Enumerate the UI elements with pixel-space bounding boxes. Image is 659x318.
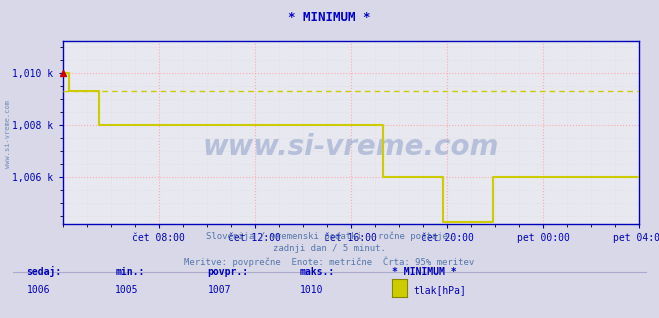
Text: 1006: 1006 — [26, 285, 50, 295]
Text: * MINIMUM *: * MINIMUM * — [392, 267, 457, 277]
Text: www.si-vreme.com: www.si-vreme.com — [5, 100, 11, 168]
Text: maks.:: maks.: — [300, 267, 335, 277]
Text: Slovenija / vremenski podatki - ročne postaje.: Slovenija / vremenski podatki - ročne po… — [206, 232, 453, 241]
Text: 1007: 1007 — [208, 285, 231, 295]
Text: min.:: min.: — [115, 267, 145, 277]
Text: www.si-vreme.com: www.si-vreme.com — [203, 133, 499, 162]
Text: sedaj:: sedaj: — [26, 266, 61, 277]
Text: 1005: 1005 — [115, 285, 139, 295]
Text: Meritve: povprečne  Enote: metrične  Črta: 95% meritev: Meritve: povprečne Enote: metrične Črta:… — [185, 257, 474, 267]
Text: povpr.:: povpr.: — [208, 267, 248, 277]
Text: zadnji dan / 5 minut.: zadnji dan / 5 minut. — [273, 244, 386, 253]
Text: 1010: 1010 — [300, 285, 324, 295]
Text: tlak[hPa]: tlak[hPa] — [413, 285, 466, 295]
Text: * MINIMUM *: * MINIMUM * — [288, 11, 371, 24]
